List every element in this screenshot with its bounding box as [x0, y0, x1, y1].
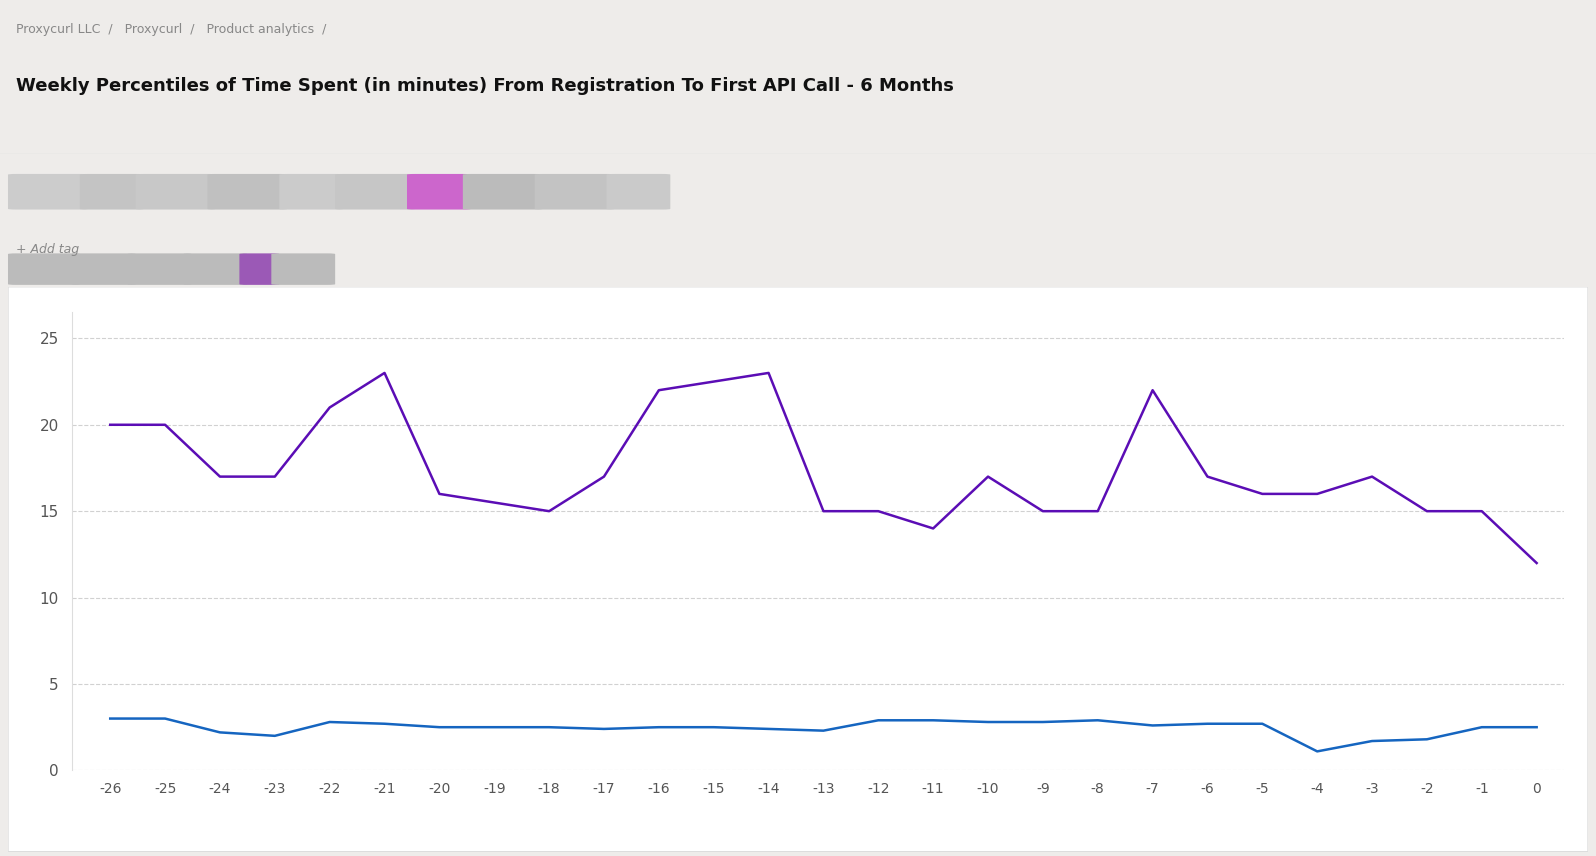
FancyBboxPatch shape: [8, 174, 88, 210]
FancyBboxPatch shape: [335, 174, 415, 210]
FancyBboxPatch shape: [8, 253, 80, 285]
FancyBboxPatch shape: [207, 174, 287, 210]
FancyBboxPatch shape: [80, 174, 144, 210]
FancyBboxPatch shape: [279, 174, 343, 210]
FancyBboxPatch shape: [136, 174, 215, 210]
Text: + Add tag: + Add tag: [16, 243, 80, 257]
FancyBboxPatch shape: [271, 253, 335, 285]
FancyBboxPatch shape: [184, 253, 247, 285]
FancyBboxPatch shape: [72, 253, 136, 285]
Text: Weekly Percentiles of Time Spent (in minutes) From Registration To First API Cal: Weekly Percentiles of Time Spent (in min…: [16, 77, 954, 95]
FancyBboxPatch shape: [535, 174, 614, 210]
FancyBboxPatch shape: [407, 174, 471, 210]
FancyBboxPatch shape: [8, 287, 1588, 852]
FancyBboxPatch shape: [606, 174, 670, 210]
FancyBboxPatch shape: [463, 174, 543, 210]
Text: Proxycurl LLC  /   Proxycurl  /   Product analytics  /: Proxycurl LLC / Proxycurl / Product anal…: [16, 23, 326, 36]
FancyBboxPatch shape: [128, 253, 192, 285]
FancyBboxPatch shape: [239, 253, 279, 285]
